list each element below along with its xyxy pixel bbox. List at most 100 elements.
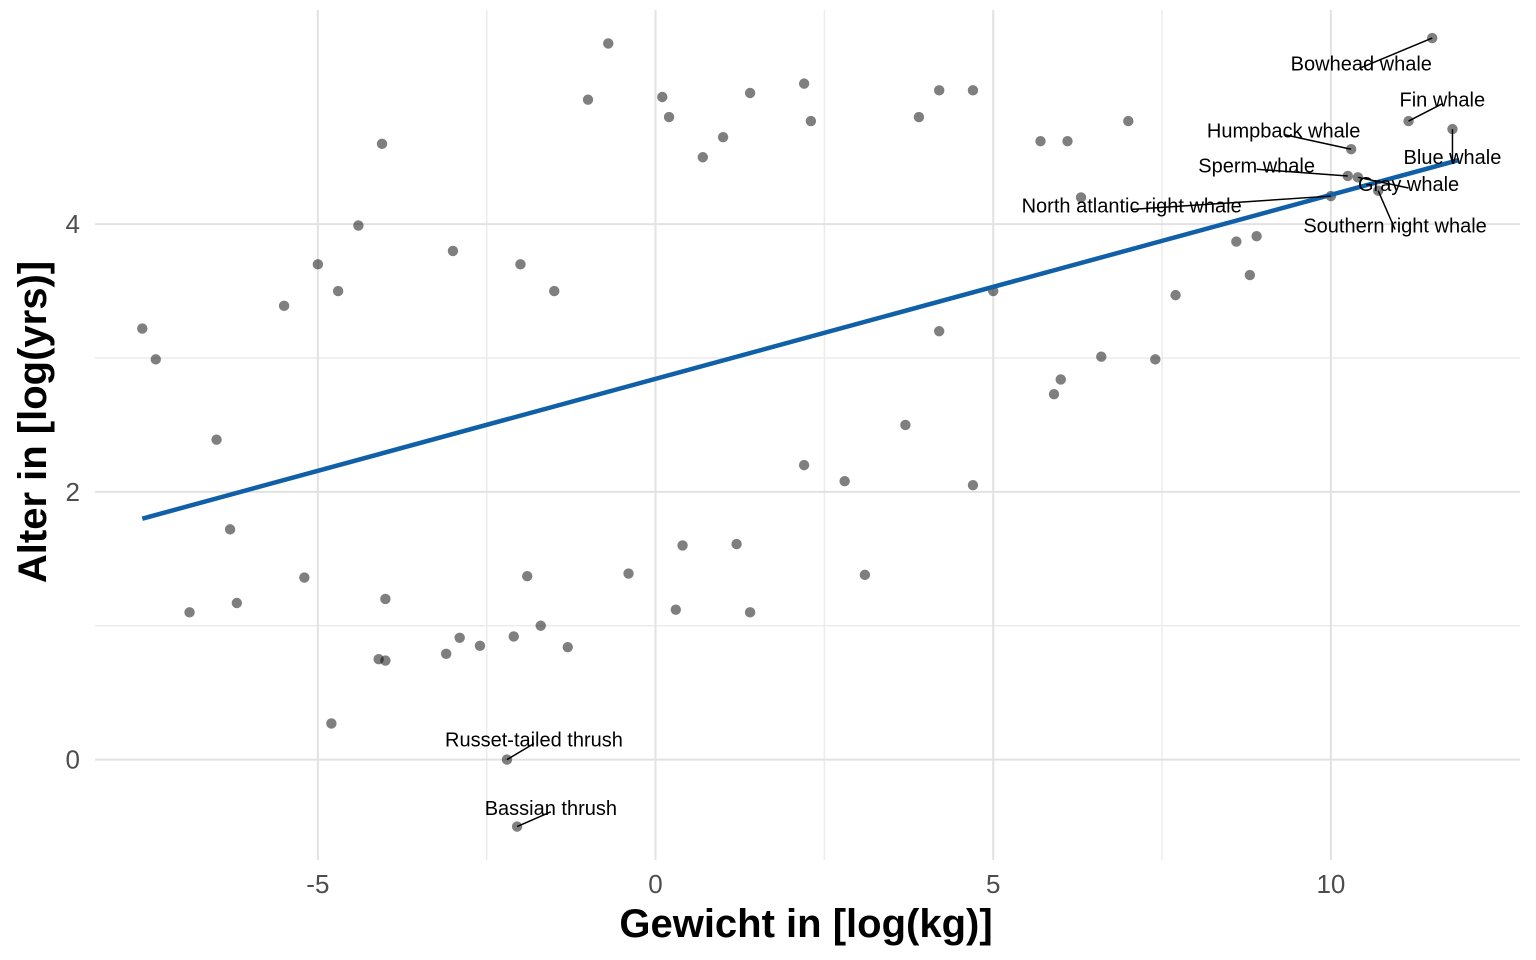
data-point (549, 285, 560, 297)
grid-lines (95, 10, 1520, 860)
data-point (603, 38, 614, 49)
annotation-label: Russet-tailed thrush (445, 730, 623, 752)
data-point (1342, 170, 1353, 182)
data-point (657, 91, 668, 103)
data-point (670, 604, 682, 615)
y-tick-label: 0 (66, 745, 80, 775)
annotation-leader (1357, 176, 1409, 189)
data-point (744, 607, 756, 618)
annotation-label: Gray whale (1358, 174, 1459, 196)
data-point (1150, 354, 1161, 365)
data-point (582, 94, 594, 105)
data-point (839, 475, 850, 487)
data-point (798, 78, 810, 89)
data-point (508, 631, 519, 642)
annotation-leader (1283, 133, 1352, 150)
annotation-leader (1256, 168, 1348, 177)
data-point (224, 524, 236, 535)
data-point (1123, 115, 1134, 127)
annotation-label: Humpback whale (1207, 120, 1360, 142)
data-point (380, 655, 391, 666)
data-point (967, 85, 979, 96)
x-axis-ticks: -5 0 5 10 (306, 869, 1345, 899)
data-point (231, 597, 243, 609)
x-tick-label: 5 (986, 869, 1000, 899)
annotation-leader (506, 742, 535, 761)
data-point (211, 434, 222, 445)
data-point (474, 640, 486, 652)
data-point (1244, 269, 1256, 281)
data-point (859, 569, 871, 581)
data-point (1048, 388, 1060, 400)
regression-line-layer (141, 157, 1460, 521)
annotation-label: Blue whale (1404, 147, 1502, 169)
data-point (447, 245, 459, 257)
data-point (150, 354, 161, 365)
data-point (1251, 231, 1262, 242)
data-point (933, 326, 945, 337)
data-point (299, 572, 310, 583)
data-point (1055, 374, 1066, 385)
data-point (933, 85, 945, 96)
data-point (1403, 115, 1414, 127)
data-point (535, 620, 546, 631)
data-point (353, 220, 364, 231)
annotation-leader (1131, 195, 1331, 211)
data-point (1096, 351, 1107, 362)
data-point (805, 115, 817, 127)
data-point (184, 607, 195, 618)
x-tick-label: 0 (648, 869, 662, 899)
data-point (1231, 236, 1242, 247)
x-tick-label: -5 (306, 869, 329, 899)
data-point (454, 632, 465, 643)
data-point (798, 459, 810, 471)
data-point (913, 111, 925, 123)
annotation-label: Bowhead whale (1291, 54, 1432, 76)
data-point (663, 111, 675, 123)
data-point (326, 718, 337, 729)
y-axis-title: Alter in [log(yrs)] (11, 261, 55, 583)
y-axis-ticks: 0 2 4 (66, 209, 80, 774)
annotation-leader (1408, 103, 1443, 122)
data-point (1170, 289, 1181, 301)
data-point (376, 138, 388, 150)
data-point (1075, 192, 1087, 203)
data-point (515, 259, 526, 270)
y-tick-label: 4 (66, 209, 80, 239)
data-point (717, 131, 729, 143)
data-point (332, 285, 344, 297)
data-point (380, 593, 391, 605)
data-point (1035, 135, 1046, 147)
regression-line (141, 157, 1460, 521)
data-point (967, 479, 979, 491)
annotation-label: Bassian thrush (485, 798, 617, 820)
annotation-leader (1361, 37, 1433, 69)
y-tick-label: 2 (66, 477, 80, 507)
data-point (744, 87, 756, 99)
data-point (501, 754, 513, 765)
data-point (731, 538, 742, 550)
annotations: Bowhead whale Fin whale Humpback whale Blue… (445, 37, 1502, 828)
data-point (697, 152, 709, 163)
data-point (522, 571, 533, 582)
data-point (900, 419, 911, 431)
data-point (312, 259, 324, 270)
data-point (440, 648, 452, 660)
data-point (677, 540, 688, 551)
annotation-label: North atlantic right whale (1022, 195, 1242, 217)
data-point (623, 568, 634, 579)
data-point (278, 300, 290, 312)
annotation-leader (516, 811, 552, 828)
data-point (1062, 135, 1073, 147)
x-tick-label: 10 (1316, 869, 1345, 899)
annotation-leader (1377, 190, 1396, 230)
data-point (1427, 32, 1438, 44)
annotation-label: Sperm whale (1198, 155, 1315, 177)
data-point (562, 641, 573, 653)
annotation-label: Southern right whale (1303, 216, 1486, 238)
annotation-label: Fin whale (1400, 90, 1486, 112)
data-point (137, 323, 148, 334)
x-axis-title: Gewicht in [log(kg)] (619, 902, 992, 946)
data-points (137, 32, 1458, 832)
